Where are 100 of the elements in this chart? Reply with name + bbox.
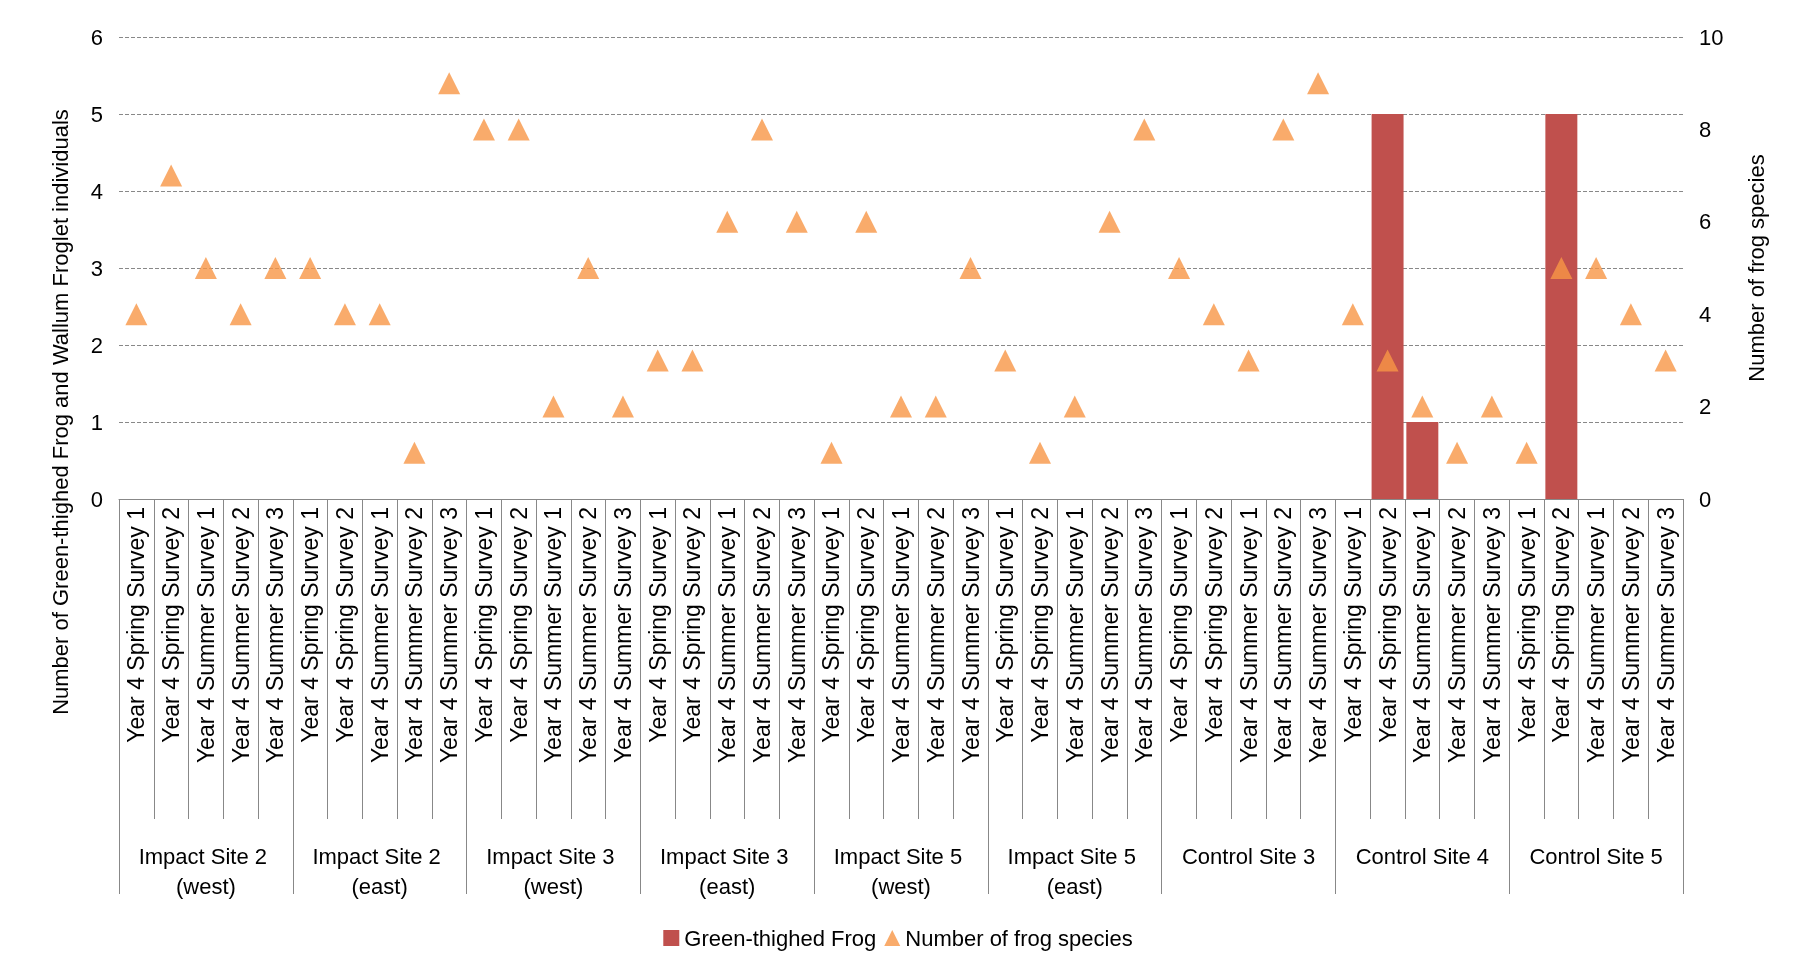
point: [160, 164, 183, 187]
x-tick-label: Year 4 Spring Survey 2: [158, 507, 185, 743]
x-tick-label: Year 4 Summer Survey 2: [748, 507, 775, 764]
point: [1480, 395, 1503, 418]
text: Impact Site 2 (west): [138, 843, 274, 899]
x-tick-label: Year 4 Summer Survey 2: [922, 507, 949, 764]
text: Control Site 4: [1355, 843, 1489, 869]
point: [890, 395, 912, 418]
x-tick-label: Year 4 Spring Survey 1: [818, 507, 845, 743]
y-axis-title: Number of Green-thighed Frog and Wallum Froglet individuals: [47, 109, 73, 715]
point: [1063, 395, 1086, 418]
point: [1654, 349, 1677, 372]
point: [1446, 441, 1469, 464]
point: [507, 118, 530, 141]
x-tick-label: Year 4 Spring Survey 1: [992, 507, 1019, 743]
x-tick-label: Year 4 Spring Survey 2: [331, 507, 358, 743]
y2-tick-label: 4: [1699, 301, 1712, 327]
y-tick-label: 6: [90, 24, 103, 50]
legend-label: Green-thighed Frog: [684, 925, 877, 951]
x-tick-label: Year 4 Summer Survey 3: [783, 507, 810, 764]
x-tick-label: Year 4 Spring Survey 1: [1339, 507, 1366, 743]
point: [1585, 257, 1608, 279]
x-tick-label: Year 4 Summer Survey 1: [1061, 507, 1088, 764]
x-tick-label: Year 4 Summer Survey 2: [575, 507, 602, 764]
x-tick-label: Year 4 Spring Survey 1: [1513, 507, 1540, 743]
x-tick-label: Year 4 Spring Survey 2: [1374, 507, 1401, 743]
x-tick-label: Year 4 Spring Survey 2: [1548, 507, 1575, 743]
point: [333, 303, 356, 326]
y2-tick-label: 0: [1699, 486, 1712, 512]
text: Control Site 3: [1181, 843, 1316, 869]
point: [264, 257, 287, 279]
text: Impact Site 5 (east): [1007, 843, 1143, 899]
text: Control Site 5: [1529, 843, 1663, 869]
point: [994, 349, 1017, 372]
x-tick-label: Year 4 Summer Survey 3: [609, 507, 636, 764]
point: [646, 349, 669, 372]
point: [299, 257, 322, 279]
x-tick-label: Year 4 Summer Survey 3: [1305, 507, 1332, 764]
point: [1307, 72, 1330, 95]
x-tick-label: Year 4 Summer Survey 1: [1409, 507, 1436, 764]
y-tick-label: 4: [90, 178, 103, 204]
y-tick-label: 0: [90, 486, 103, 512]
point: [1202, 303, 1225, 326]
x-tick-label: Year 4 Summer Survey 3: [1652, 507, 1679, 764]
x-tick-label: Year 4 Summer Survey 2: [1617, 507, 1644, 764]
text: Impact Site 3 (east): [659, 843, 795, 899]
point: [125, 303, 148, 326]
point: [1619, 303, 1642, 326]
y2-tick-label: 2: [1699, 394, 1712, 420]
x-tick-label: Year 4 Spring Survey 1: [470, 507, 497, 743]
y2-tick-label: 6: [1699, 209, 1712, 235]
x-tick-label: Year 4 Summer Survey 1: [1583, 507, 1610, 764]
x-tick-label: Year 4 Summer Survey 3: [1131, 507, 1158, 764]
point: [368, 303, 391, 326]
y2-tick-label: 10: [1699, 24, 1724, 50]
x-tick-label: Year 4 Spring Survey 2: [853, 507, 880, 743]
legend-label: Number of frog species: [905, 925, 1133, 951]
point: [1411, 395, 1434, 418]
point: [1341, 303, 1364, 326]
point: [820, 441, 843, 464]
x-tick-label: Year 4 Spring Survey 1: [1166, 507, 1193, 743]
x-tick-label: Year 4 Spring Survey 2: [1027, 507, 1054, 743]
x-tick-label: Year 4 Spring Survey 1: [644, 507, 671, 743]
x-tick-label: Year 4 Spring Survey 2: [679, 507, 706, 743]
text: Impact Site 3 (west): [486, 843, 621, 899]
x-tick-label: Year 4 Summer Survey 3: [1478, 507, 1505, 764]
point: [681, 349, 704, 372]
x-tick-label: Year 4 Spring Survey 1: [123, 507, 150, 743]
x-tick-label: Year 4 Spring Survey 1: [297, 507, 324, 743]
point: [1168, 257, 1191, 279]
point: [785, 210, 808, 233]
point: [229, 303, 252, 326]
x-tick-label: Year 4 Spring Survey 2: [505, 507, 532, 743]
point: [750, 118, 773, 141]
point: [1550, 257, 1573, 279]
point: [924, 395, 947, 418]
x-tick-label: Year 4 Summer Survey 2: [227, 507, 254, 764]
text: Impact Site 5 (west): [833, 843, 969, 899]
x-tick-label: Year 4 Summer Survey 2: [1096, 507, 1123, 764]
y-tick-label: 3: [90, 255, 103, 281]
x-tick-label: Year 4 Summer Survey 1: [366, 507, 393, 764]
x-tick-label: Year 4 Spring Survey 2: [1200, 507, 1227, 743]
point: [611, 395, 634, 418]
x-tick-label: Year 4 Summer Survey 2: [1444, 507, 1471, 764]
y-tick-label: 1: [90, 409, 103, 435]
y2-axis-title: Number of frog species: [1743, 154, 1769, 382]
y-tick-label: 5: [90, 101, 103, 127]
point: [1237, 349, 1260, 372]
point: [855, 210, 878, 233]
x-tick-label: Year 4 Summer Survey 3: [436, 507, 463, 764]
point: [438, 72, 461, 95]
point: [472, 118, 495, 141]
x-tick-label: Year 4 Summer Survey 1: [192, 507, 219, 764]
point: [542, 395, 565, 418]
point: [1029, 441, 1052, 464]
point: [403, 441, 426, 464]
y2-tick-label: 8: [1699, 116, 1712, 142]
x-tick-label: Year 4 Summer Survey 3: [957, 507, 984, 764]
x-tick-label: Year 4 Summer Survey 1: [888, 507, 914, 764]
text: Impact Site 2 (east): [312, 843, 447, 899]
